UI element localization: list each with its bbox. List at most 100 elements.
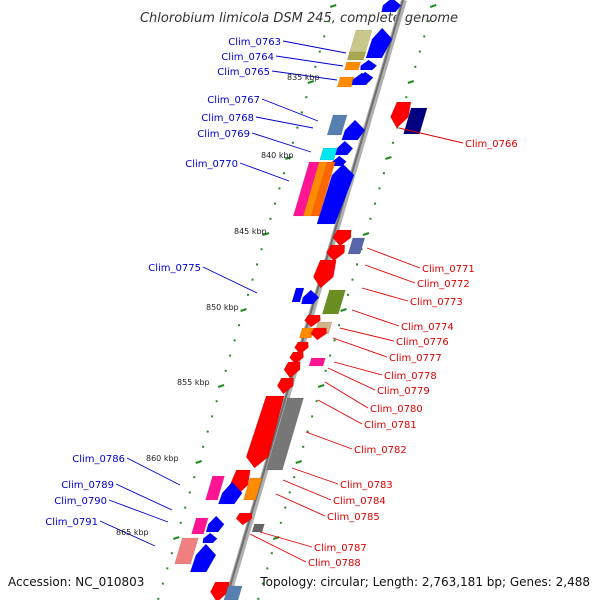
gene-shape[interactable] (217, 481, 243, 505)
gene-shape[interactable] (174, 537, 199, 565)
gene-label[interactable]: Clim_0773 (410, 297, 463, 308)
gene-shape[interactable] (381, 0, 402, 13)
leader-line (361, 287, 409, 302)
scale-label: 840 kbp (261, 151, 294, 160)
gene-label[interactable]: Clim_0785 (327, 512, 380, 523)
gene-shape[interactable] (310, 327, 327, 341)
gene-shape[interactable] (319, 147, 338, 161)
scale-label: 855 kbp (177, 378, 210, 387)
gene-shape[interactable] (360, 59, 378, 71)
gene-label[interactable]: Clim_0764 (221, 52, 274, 63)
leader-line (255, 116, 314, 129)
leader-line (261, 98, 319, 122)
gene-shape[interactable] (294, 341, 309, 355)
leader-line (305, 431, 353, 450)
leader-line (282, 40, 347, 54)
leader-line (275, 55, 344, 67)
gene-shape[interactable] (205, 475, 225, 501)
scale-tick (407, 79, 415, 85)
gene-label[interactable]: Clim_0770 (185, 159, 238, 170)
gene-shape[interactable] (235, 512, 253, 526)
scale-label: 860 kbp (146, 454, 179, 463)
scale-tick (285, 155, 292, 161)
leader-line (398, 127, 464, 144)
gene-label[interactable]: Clim_0783 (340, 480, 393, 491)
gene-shape[interactable] (313, 259, 337, 289)
leader-line (239, 162, 290, 182)
gene-shape[interactable] (191, 517, 209, 535)
gene-shape[interactable] (347, 237, 366, 255)
gene-label[interactable]: Clim_0780 (370, 404, 423, 415)
gene-shape[interactable] (202, 532, 218, 544)
gene-shape[interactable] (301, 289, 320, 305)
leader-line (364, 264, 416, 284)
gene-shape[interactable] (341, 119, 366, 141)
gene-shape[interactable] (308, 357, 326, 367)
gene-label[interactable]: Clim_0771 (422, 264, 475, 275)
gene-shape[interactable] (283, 361, 301, 379)
leader-lines (99, 40, 464, 563)
leader-line (249, 533, 307, 563)
gene-label[interactable]: Clim_0774 (401, 322, 454, 333)
gene-shape[interactable] (291, 287, 305, 303)
gene-shape[interactable] (189, 543, 217, 573)
scale-tick (385, 155, 392, 161)
gene-shape[interactable] (205, 515, 225, 533)
gene-shape[interactable] (289, 351, 304, 365)
gene-label[interactable]: Clim_0765 (217, 67, 270, 78)
right-gene-labels: Clim_0766 Clim_0771 Clim_0772 Clim_0773 … (308, 139, 518, 569)
gene-label[interactable]: Clim_0768 (201, 113, 254, 124)
gene-label[interactable]: Clim_0776 (396, 337, 449, 348)
leader-line (271, 70, 338, 81)
gene-label[interactable]: Clim_0791 (45, 517, 98, 528)
gene-shape[interactable] (251, 523, 265, 533)
gene-label[interactable]: Clim_0786 (72, 454, 125, 465)
scale-labels: 835 kbp 840 kbp 845 kbp 850 kbp 855 kbp … (116, 73, 320, 537)
gene-label[interactable]: Clim_0790 (54, 496, 107, 507)
gene-label[interactable]: Clim_0779 (377, 386, 430, 397)
leader-line (332, 337, 388, 358)
gene-label[interactable]: Clim_0781 (364, 420, 417, 431)
gene-label[interactable]: Clim_0766 (465, 139, 518, 150)
gene-shape[interactable] (210, 581, 230, 600)
gene-shape[interactable] (223, 585, 243, 600)
gene-shape[interactable] (276, 377, 294, 395)
gene-shape[interactable] (334, 140, 354, 156)
gene-label[interactable]: Clim_0769 (197, 129, 250, 140)
gene-label[interactable]: Clim_0784 (333, 496, 386, 507)
leader-line (115, 483, 173, 511)
gene-shape[interactable] (298, 327, 315, 339)
gene-shape[interactable] (332, 229, 352, 247)
gene-shape[interactable] (344, 61, 362, 71)
gene-label[interactable]: Clim_0763 (228, 37, 281, 48)
gene-shape[interactable] (403, 107, 428, 135)
gene-shape[interactable] (390, 101, 412, 129)
gene-label[interactable]: Clim_0772 (417, 279, 470, 290)
gene-label[interactable]: Clim_0777 (389, 353, 442, 364)
gene-shape[interactable] (326, 244, 345, 262)
gene-label[interactable]: Clim_0767 (207, 95, 260, 106)
gene-shape[interactable] (326, 114, 348, 136)
gene-shape[interactable] (331, 155, 347, 167)
gene-shape[interactable] (365, 27, 393, 59)
gene-shape[interactable] (304, 314, 321, 328)
gene-shape[interactable] (266, 397, 304, 471)
gene-label[interactable]: Clim_0775 (148, 263, 201, 274)
gene-shape[interactable] (310, 161, 336, 217)
gene-shape[interactable] (351, 72, 372, 86)
leader-line (366, 247, 421, 269)
gene-shape[interactable] (346, 51, 366, 61)
gene-shape[interactable] (347, 29, 373, 59)
gene-label[interactable]: Clim_0787 (314, 543, 367, 554)
gene-shape[interactable] (245, 395, 285, 469)
gene-label[interactable]: Clim_0782 (354, 445, 407, 456)
gene-shape[interactable] (337, 76, 355, 88)
gene-shape[interactable] (322, 289, 346, 315)
gene-label[interactable]: Clim_0789 (61, 480, 114, 491)
gene-shape[interactable] (243, 477, 263, 501)
leader-line (251, 132, 312, 153)
gene-shape[interactable] (316, 163, 355, 225)
gene-label[interactable]: Clim_0778 (384, 371, 437, 382)
gene-label[interactable]: Clim_0788 (308, 558, 361, 569)
